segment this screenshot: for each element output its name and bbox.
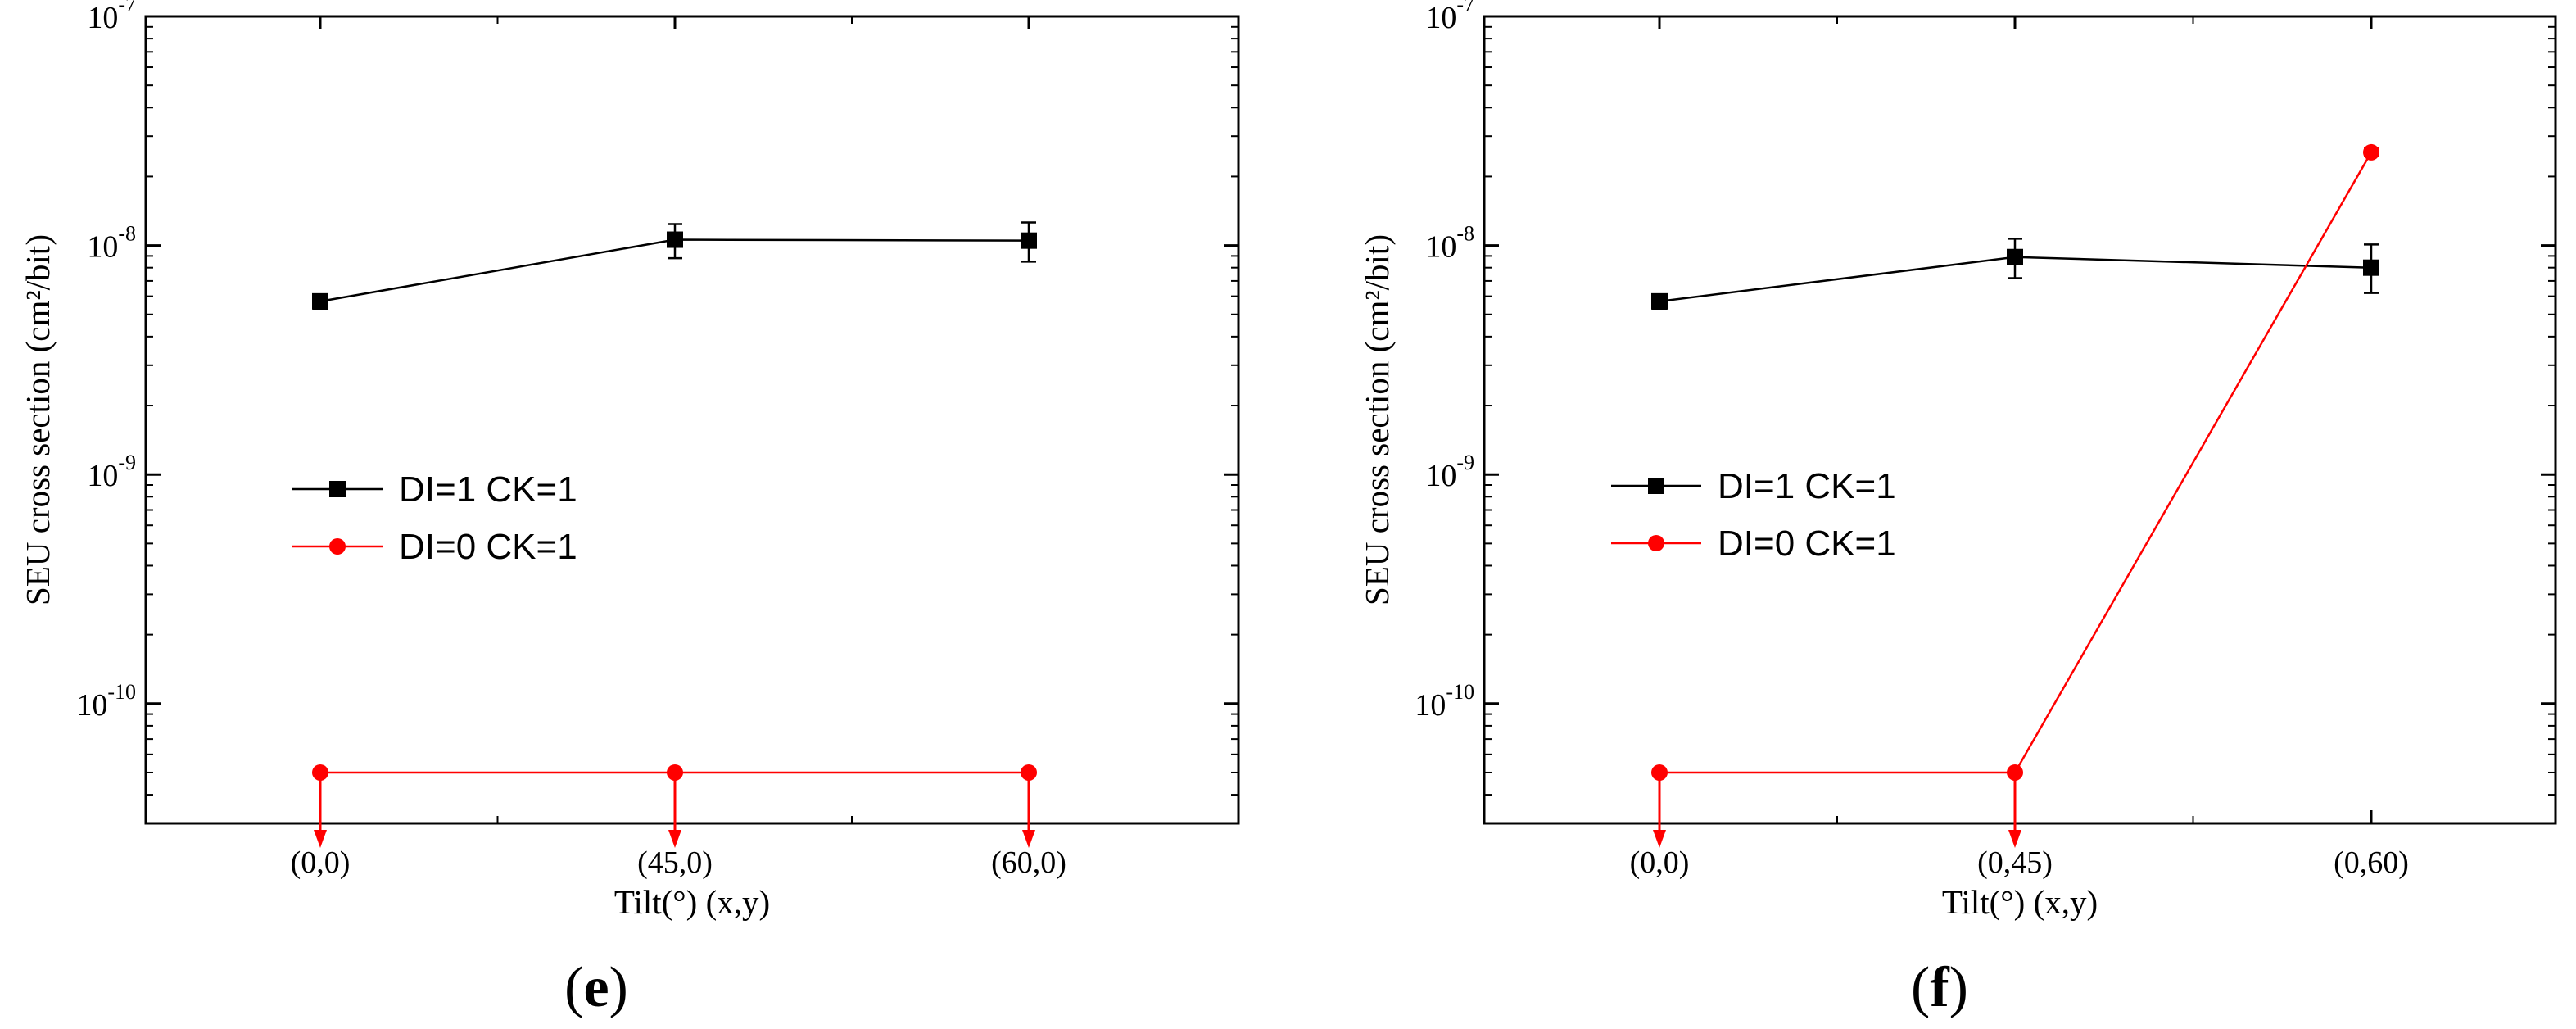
y-tick-label: 10-8 — [1425, 222, 1474, 265]
data-point-circle — [312, 764, 328, 781]
data-point-circle — [1021, 764, 1037, 781]
y-tick-label: 10-9 — [1425, 451, 1474, 493]
y-tick-label: 10-8 — [87, 222, 136, 265]
x-tick-label: (0,0) — [291, 845, 351, 880]
series-di0-ck1 — [1651, 143, 2379, 848]
y-tick-label: 10-7 — [87, 0, 136, 35]
data-point-square — [1651, 292, 1668, 310]
upper-limit-arrow-head — [668, 830, 681, 848]
y-axis-title: SEU cross section (cm²/bit) — [1358, 234, 1396, 605]
legend-marker-circle — [329, 538, 346, 555]
plot-frame — [144, 15, 1240, 825]
y-tick-base: 10 — [87, 459, 118, 493]
panel-label-close: ) — [1949, 956, 1968, 1019]
y-tick-base: 10 — [87, 1, 118, 35]
panel-label-close: ) — [609, 956, 628, 1019]
legend-label: DI=0 CK=1 — [399, 527, 577, 567]
legend-label: DI=1 CK=1 — [1718, 466, 1896, 506]
y-tick-exponent: -10 — [107, 680, 136, 704]
upper-limit-arrow-head — [1022, 830, 1035, 848]
upper-limit-arrow-head — [1653, 830, 1666, 848]
y-tick-label: 10-9 — [87, 451, 136, 493]
y-tick-base: 10 — [1425, 1, 1456, 35]
panel-label: (f) — [1911, 956, 1968, 1019]
panel-label-letter: f — [1930, 956, 1949, 1019]
data-point-square — [1021, 232, 1037, 249]
y-tick-exponent: -9 — [118, 451, 136, 474]
y-tick-base: 10 — [1425, 230, 1456, 265]
x-tick-label: (0,60) — [2334, 845, 2409, 880]
data-point-circle — [2363, 143, 2379, 161]
x-axis-title: Tilt(°) (x,y) — [614, 883, 770, 921]
panel-label-open: ( — [564, 956, 583, 1019]
y-tick-exponent: -10 — [1446, 680, 1474, 704]
x-tick-label: (0,45) — [1977, 845, 2053, 880]
data-point-square — [2007, 248, 2023, 265]
panel-label-open: ( — [1911, 956, 1930, 1019]
series-di1-ck1 — [312, 221, 1037, 310]
upper-limit-arrow-head — [2008, 830, 2021, 848]
legend-marker-circle — [1648, 535, 1664, 551]
panel-label: (e) — [564, 956, 628, 1019]
y-tick-base: 10 — [76, 688, 107, 723]
data-point-square — [2363, 259, 2379, 276]
y-tick-exponent: -8 — [118, 222, 136, 246]
y-tick-base: 10 — [1425, 459, 1456, 493]
legend-label: DI=0 CK=1 — [1718, 524, 1896, 564]
panel-label-letter: e — [583, 956, 609, 1019]
legend-label: DI=1 CK=1 — [399, 469, 577, 510]
x-tick-label: (45,0) — [637, 845, 713, 880]
y-tick-label: 10-7 — [1425, 0, 1474, 35]
data-point-circle — [1651, 764, 1668, 781]
y-tick-exponent: -8 — [1456, 222, 1474, 246]
y-tick-base: 10 — [87, 230, 118, 265]
x-axis-title: Tilt(°) (x,y) — [1942, 883, 2098, 921]
y-tick-label: 10-10 — [1415, 680, 1474, 723]
x-tick-label: (60,0) — [991, 845, 1066, 880]
y-axis-title: SEU cross section (cm²/bit) — [19, 234, 57, 605]
upper-limit-arrow-head — [314, 830, 327, 848]
y-tick-exponent: -7 — [118, 0, 136, 16]
y-tick-exponent: -9 — [1456, 451, 1474, 474]
x-tick-label: (0,0) — [1630, 845, 1690, 880]
data-point-circle — [2007, 764, 2023, 781]
legend-marker-square — [1648, 478, 1664, 494]
series-di1-ck1 — [1651, 238, 2379, 310]
legend-marker-square — [329, 481, 346, 497]
plot-frame — [1483, 15, 2557, 825]
y-tick-exponent: -7 — [1456, 0, 1474, 16]
data-point-circle — [667, 764, 683, 781]
series-di0-ck1 — [312, 764, 1037, 848]
y-tick-base: 10 — [1415, 688, 1446, 723]
data-point-square — [667, 231, 683, 248]
data-point-square — [312, 292, 328, 310]
y-tick-label: 10-10 — [76, 680, 136, 723]
